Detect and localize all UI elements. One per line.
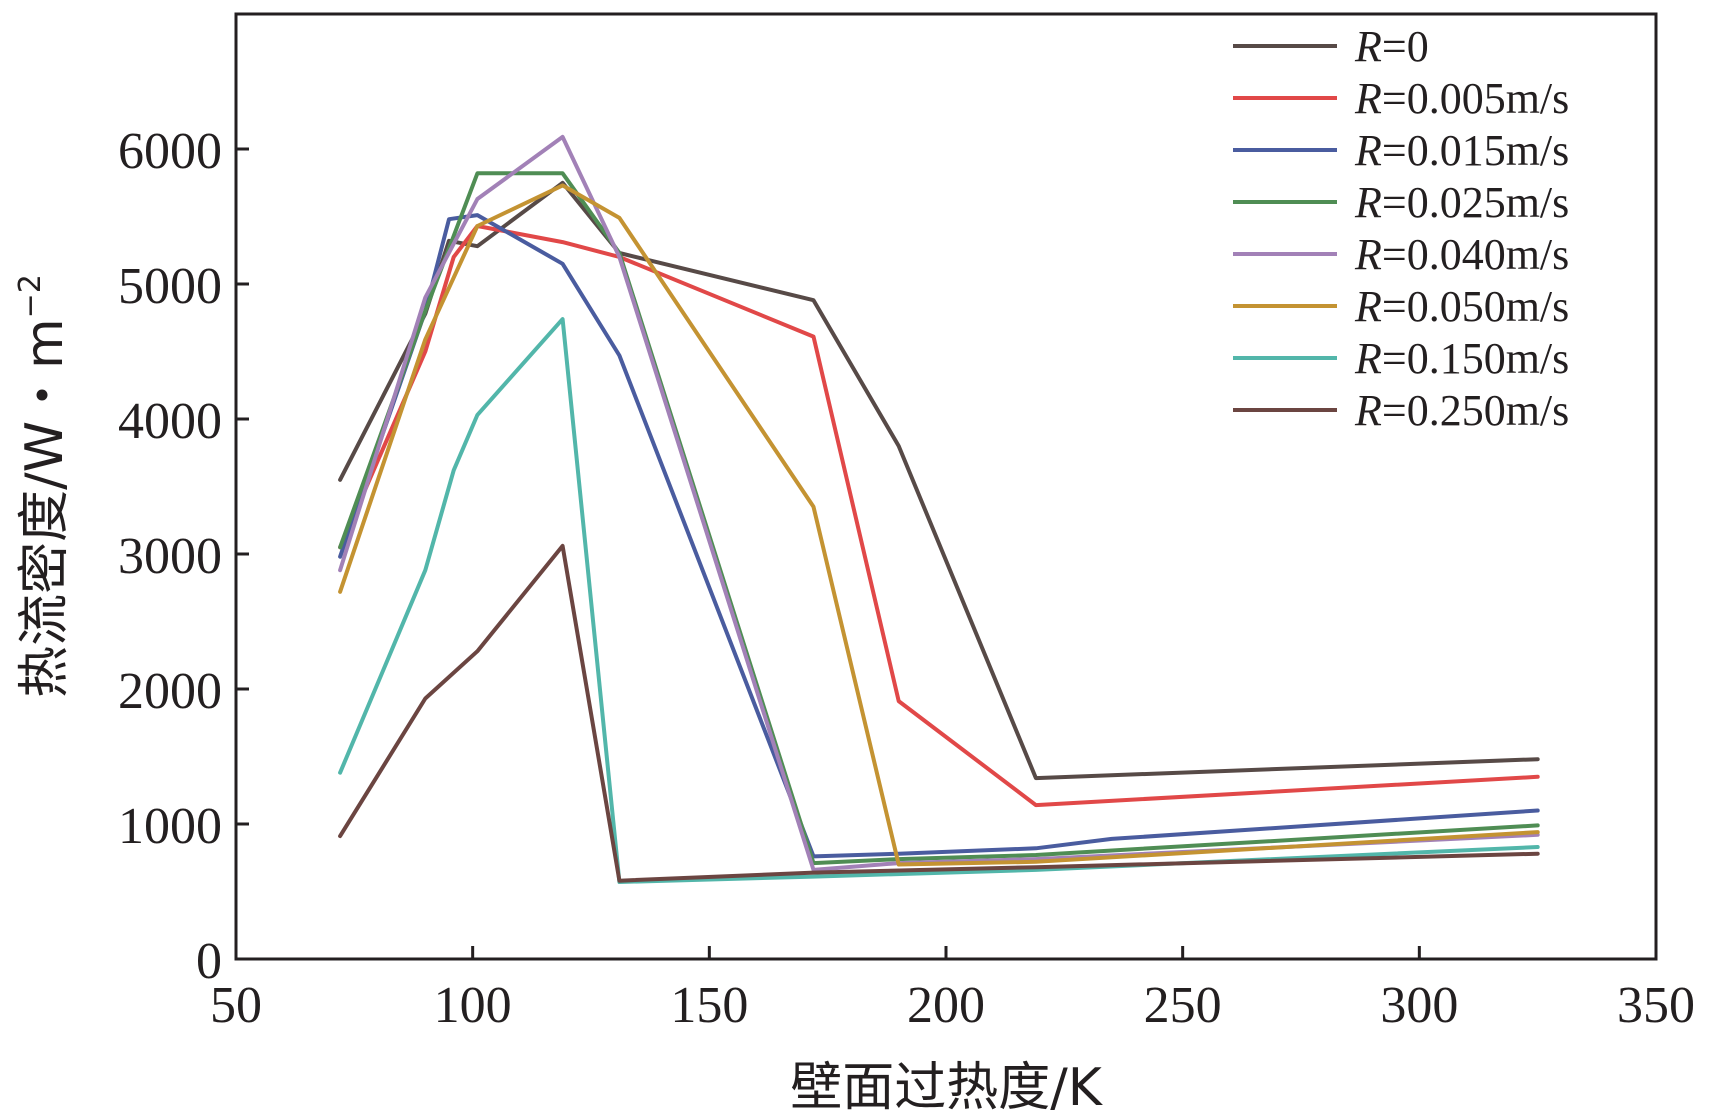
x-axis: 50 100 150 200 250 300 350 bbox=[210, 946, 1695, 1034]
x-tick-label: 250 bbox=[1144, 977, 1222, 1034]
legend-label-value: =0.040m/s bbox=[1382, 230, 1569, 279]
y-axis-title-exponent: −2 bbox=[13, 274, 48, 318]
x-tick-label: 150 bbox=[670, 977, 748, 1034]
legend-label-3: R=0.025m/s bbox=[1354, 178, 1569, 227]
y-axis-title-main: 热流密度/W・m bbox=[15, 318, 75, 698]
legend-label-variable: R bbox=[1354, 126, 1382, 175]
legend-label-variable: R bbox=[1354, 230, 1382, 279]
legend-label-0: R=0 bbox=[1354, 22, 1429, 71]
legend-label-value: =0.250m/s bbox=[1382, 386, 1569, 435]
series-line-2 bbox=[338, 213, 1540, 859]
x-tick-label: 200 bbox=[907, 977, 985, 1034]
legend-label-1: R=0.005m/s bbox=[1354, 74, 1569, 123]
series-line-6 bbox=[338, 317, 1540, 884]
y-tick-label: 0 bbox=[196, 933, 222, 990]
legend-label-variable: R bbox=[1354, 22, 1382, 71]
x-tick-label: 300 bbox=[1380, 977, 1458, 1034]
series-line-7 bbox=[338, 543, 1540, 883]
legend-label-6: R=0.150m/s bbox=[1354, 334, 1569, 383]
series-line-5 bbox=[338, 183, 1540, 867]
x-tick-label: 350 bbox=[1617, 977, 1695, 1034]
legend-label-2: R=0.015m/s bbox=[1354, 126, 1569, 175]
x-axis-title: 壁面过热度/K bbox=[790, 1058, 1104, 1118]
y-tick-label: 2000 bbox=[118, 663, 222, 720]
legend-label-value: =0.005m/s bbox=[1382, 74, 1569, 123]
series-layer bbox=[338, 134, 1540, 884]
legend-label-5: R=0.050m/s bbox=[1354, 282, 1569, 331]
legend-label-value: =0.050m/s bbox=[1382, 282, 1569, 331]
series-line-4 bbox=[338, 134, 1540, 872]
y-axis-title: 热流密度/W・m−2 bbox=[13, 274, 75, 698]
legend-label-variable: R bbox=[1354, 386, 1382, 435]
legend-label-4: R=0.040m/s bbox=[1354, 230, 1569, 279]
legend-label-value: =0.015m/s bbox=[1382, 126, 1569, 175]
legend-label-value: =0.025m/s bbox=[1382, 178, 1569, 227]
legend-label-variable: R bbox=[1354, 334, 1382, 383]
y-tick-label: 3000 bbox=[118, 528, 222, 585]
legend-label-variable: R bbox=[1354, 282, 1382, 331]
legend-label-variable: R bbox=[1354, 178, 1382, 227]
x-tick-label: 50 bbox=[210, 977, 262, 1034]
legend-label-value: =0.150m/s bbox=[1382, 334, 1569, 383]
y-tick-label: 5000 bbox=[118, 258, 222, 315]
y-axis: 0 1000 2000 3000 4000 5000 6000 bbox=[118, 123, 249, 990]
y-tick-label: 1000 bbox=[118, 798, 222, 855]
x-tick-label: 100 bbox=[434, 977, 512, 1034]
y-tick-label: 6000 bbox=[118, 123, 222, 180]
y-tick-label: 4000 bbox=[118, 393, 222, 450]
legend-label-variable: R bbox=[1354, 74, 1382, 123]
legend-label-value: =0 bbox=[1382, 22, 1429, 71]
legend: R=0R=0.005m/sR=0.015m/sR=0.025m/sR=0.040… bbox=[1233, 22, 1569, 435]
legend-label-7: R=0.250m/s bbox=[1354, 386, 1569, 435]
